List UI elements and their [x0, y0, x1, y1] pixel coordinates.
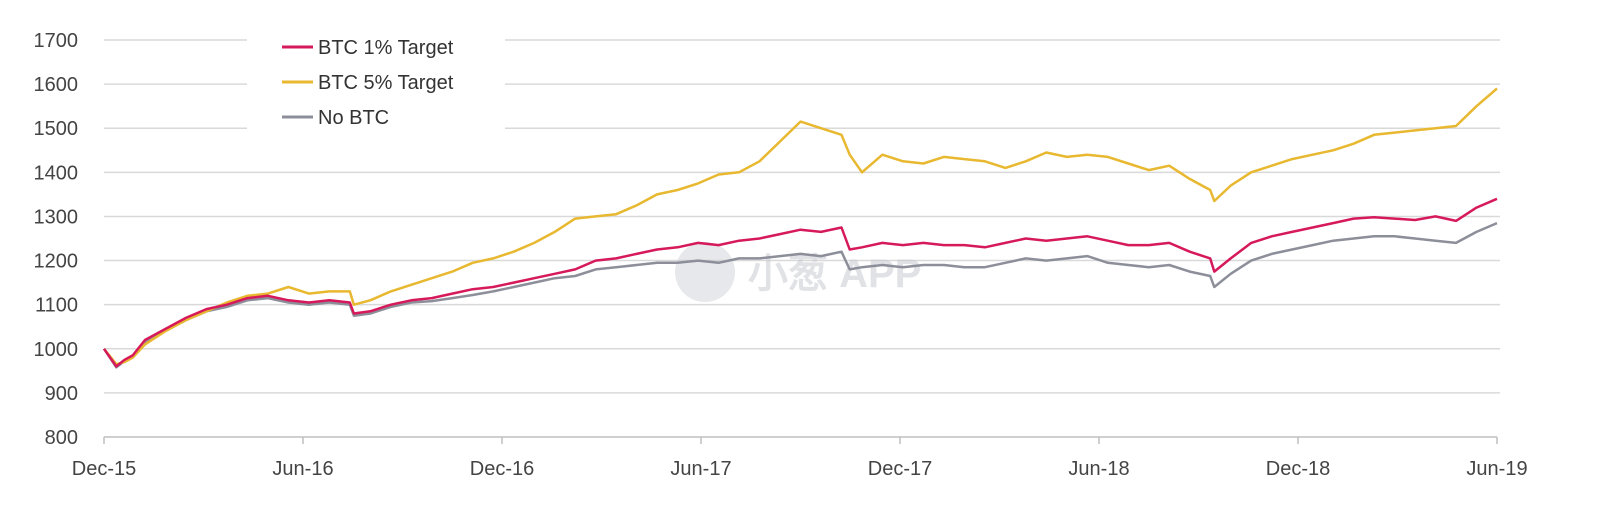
series-line-no-btc [102, 221, 1498, 369]
watermark: 小葱 APP [675, 242, 921, 302]
legend-label-btc-5: BTC 5% Target [318, 72, 454, 94]
x-tick-label: Jun-18 [1068, 458, 1129, 480]
x-tick-label: Dec-18 [1266, 458, 1330, 480]
y-tick-label: 1200 [34, 251, 79, 273]
y-tick-label: 800 [45, 427, 78, 449]
y-tick-label: 1600 [34, 74, 79, 96]
y-tick-label: 1100 [35, 295, 78, 317]
y-tick-label: 1300 [34, 206, 79, 228]
x-tick-label: Jun-17 [670, 458, 731, 480]
x-axis: Dec-15 Jun-16 Dec-16 Jun-17 Dec-17 Jun-18 Dec-… [72, 436, 1528, 480]
series-lines [102, 87, 1498, 369]
watermark-text: 小葱 APP [748, 252, 921, 296]
x-tick-label: Dec-17 [868, 458, 932, 480]
series-line-btc-1-target [102, 197, 1498, 368]
y-tick-label: 900 [45, 383, 78, 405]
x-tick-label: Jun-19 [1466, 458, 1527, 480]
y-axis: 800 900 1000 1100 1200 1300 1400 1500 1600 1700 [34, 30, 79, 449]
y-tick-label: 1400 [34, 162, 79, 184]
legend-label-btc-1: BTC 1% Target [318, 37, 454, 59]
x-tick-label: Dec-15 [72, 458, 136, 480]
legend: BTC 1% Target BTC 5% Target No BTC [247, 28, 505, 138]
x-tick-label: Dec-16 [470, 458, 534, 480]
y-tick-label: 1700 [34, 30, 79, 52]
legend-label-no-btc: No BTC [318, 107, 389, 129]
watermark-logo-icon [675, 242, 735, 302]
y-tick-label: 1000 [34, 339, 79, 361]
x-tick-label: Jun-16 [272, 458, 333, 480]
y-tick-label: 1500 [34, 118, 79, 140]
series-line-btc-5-target [103, 87, 1498, 366]
